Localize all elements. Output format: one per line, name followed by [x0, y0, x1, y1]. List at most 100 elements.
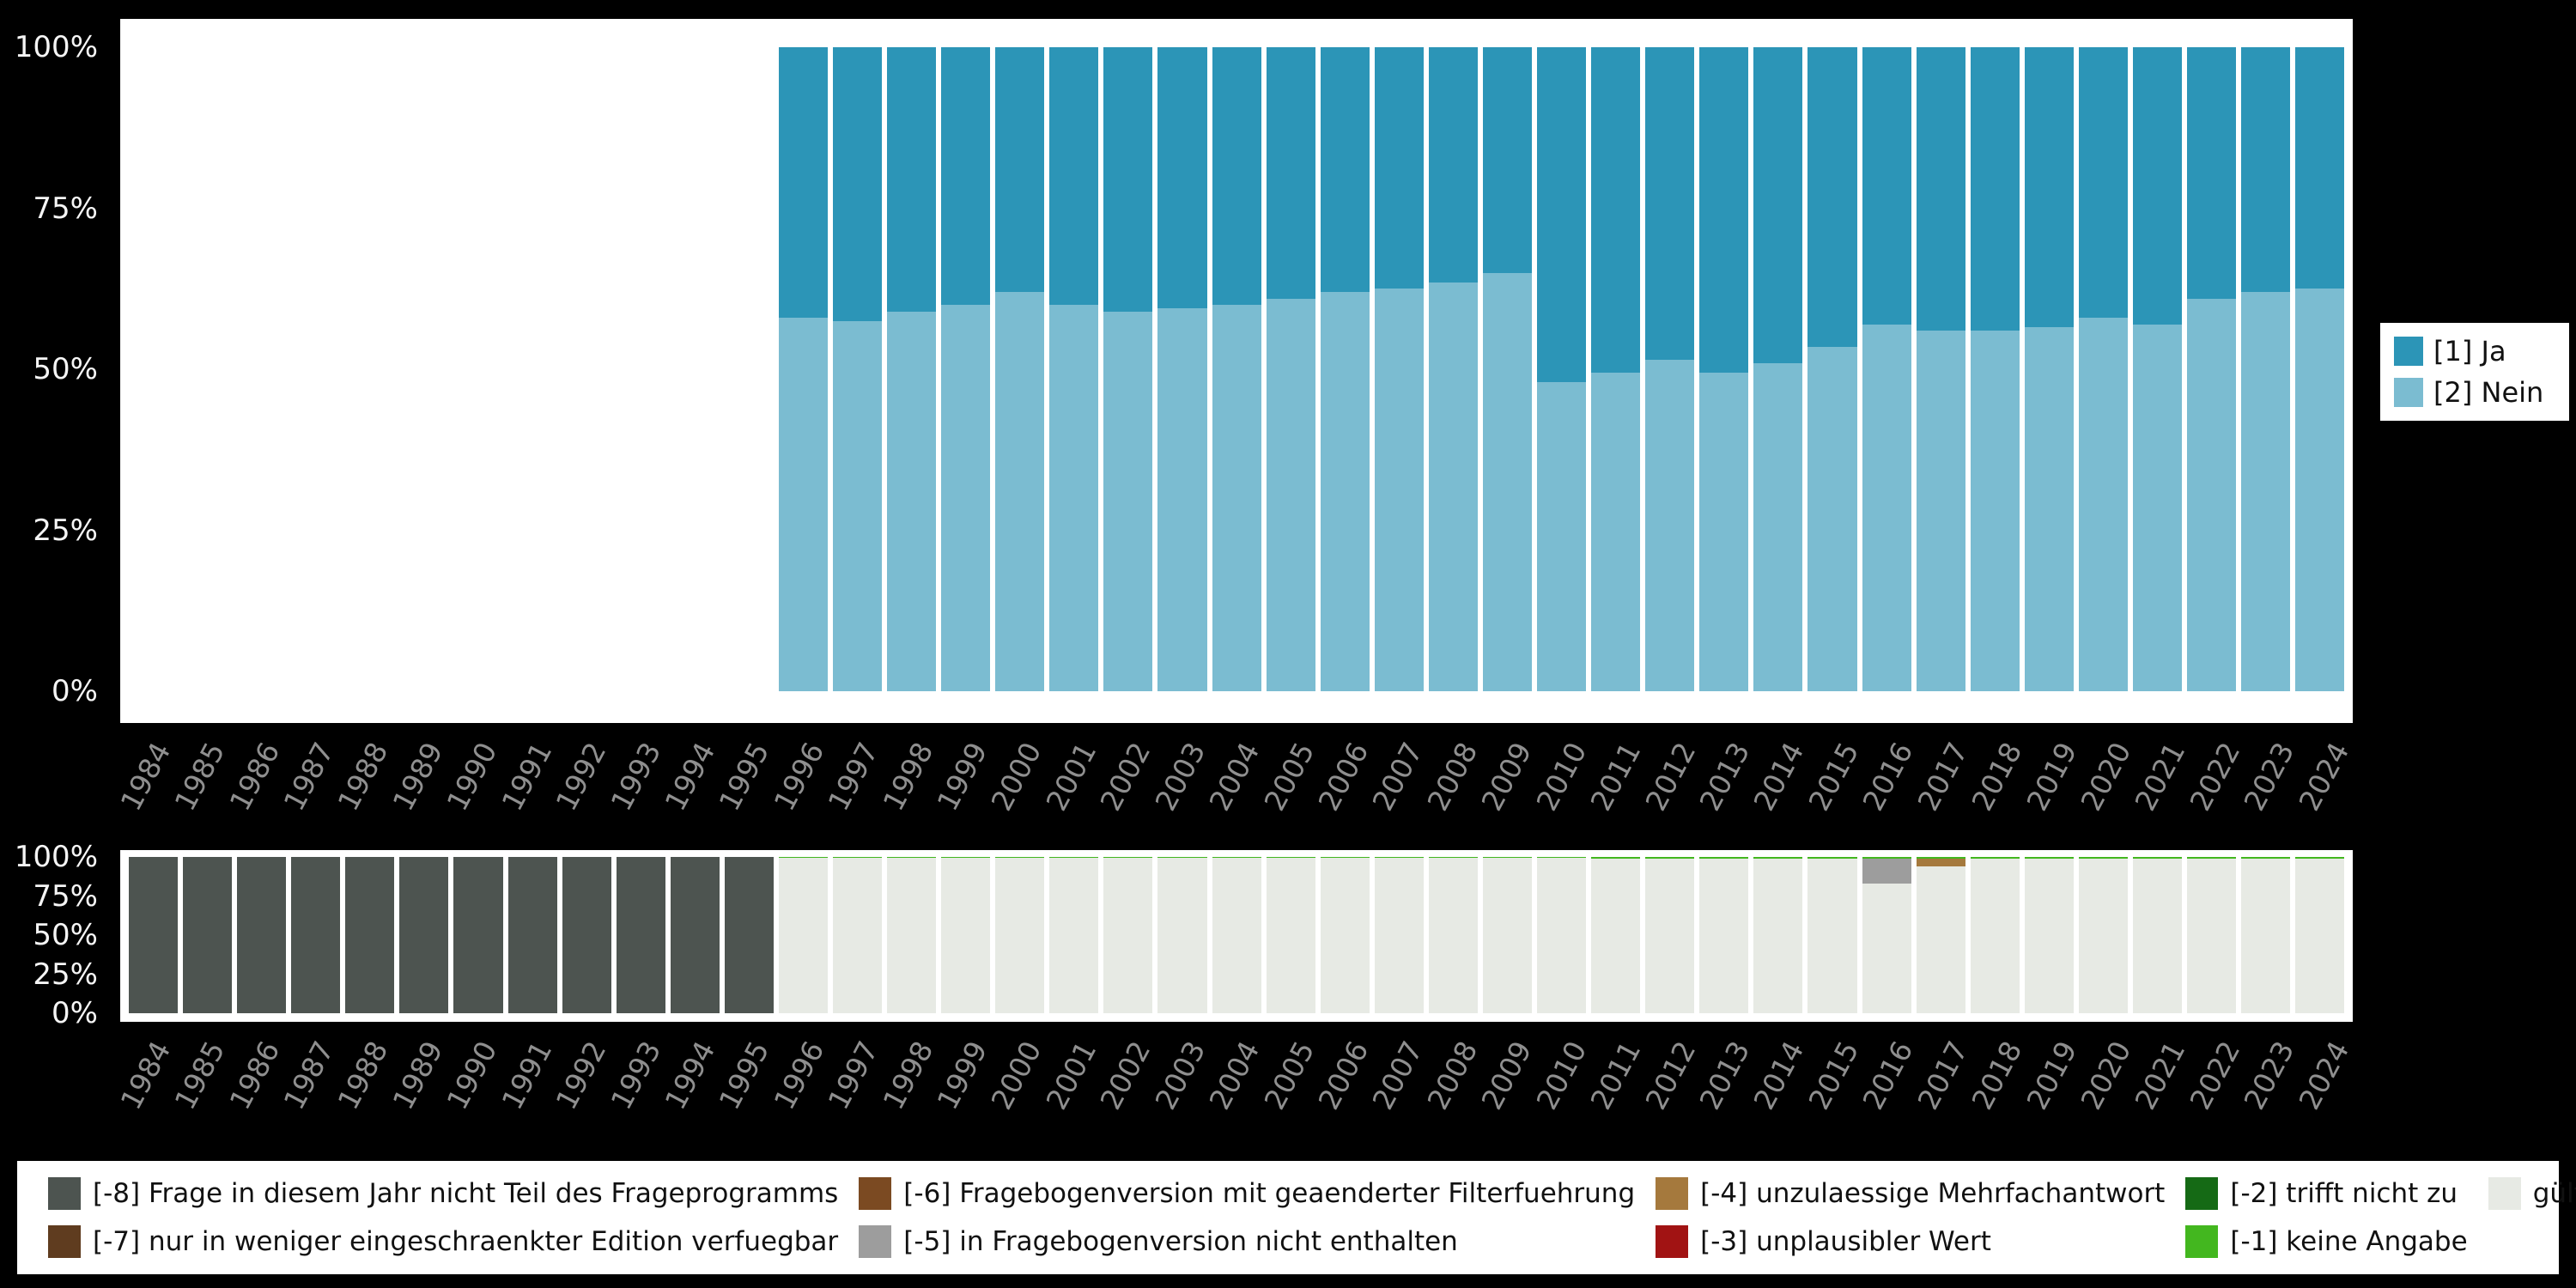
- bar-2008[interactable]: [1428, 857, 1478, 1013]
- bar-1984[interactable]: [129, 47, 178, 691]
- bar-2010[interactable]: [1537, 857, 1587, 1013]
- bar-2022[interactable]: [2186, 47, 2237, 691]
- bar-1999[interactable]: [941, 47, 991, 691]
- bar-1985[interactable]: [183, 47, 232, 691]
- bar-2004[interactable]: [1212, 47, 1261, 691]
- x-tick-label: 2001: [1039, 737, 1103, 817]
- bar-2017[interactable]: [1916, 47, 1965, 691]
- bar-2005[interactable]: [1266, 47, 1315, 691]
- x-tick: 2018: [1965, 730, 2029, 859]
- bar-2018[interactable]: [1970, 857, 2020, 1013]
- bar-1986[interactable]: [237, 857, 287, 1013]
- bar-1984[interactable]: [129, 857, 179, 1013]
- bar-1987[interactable]: [291, 857, 341, 1013]
- bar-2019[interactable]: [2024, 47, 2074, 691]
- bar-1998[interactable]: [887, 47, 937, 691]
- bar-1998[interactable]: [887, 857, 937, 1013]
- bar-2014[interactable]: [1753, 857, 1803, 1013]
- bar-1986[interactable]: [237, 47, 286, 691]
- bar-1999[interactable]: [941, 857, 991, 1013]
- bar-2009[interactable]: [1482, 47, 1533, 691]
- bar-1990[interactable]: [453, 47, 502, 691]
- bar-2013[interactable]: [1699, 47, 1749, 691]
- bar-1995[interactable]: [725, 47, 774, 691]
- bar-2018[interactable]: [1970, 47, 2020, 691]
- bar-1994[interactable]: [670, 857, 720, 1013]
- bar-2014[interactable]: [1753, 47, 1803, 691]
- bar-2004[interactable]: [1212, 857, 1261, 1013]
- bar-2011[interactable]: [1591, 857, 1641, 1013]
- bar-2011[interactable]: [1591, 47, 1641, 691]
- bar-2020[interactable]: [2078, 47, 2128, 691]
- x-tick: 2002: [1094, 730, 1157, 859]
- bar-2021[interactable]: [2132, 47, 2182, 691]
- bar-2006[interactable]: [1320, 857, 1370, 1013]
- bar-1994[interactable]: [671, 47, 720, 691]
- bar-2019[interactable]: [2024, 857, 2074, 1013]
- bar-1988[interactable]: [345, 857, 395, 1013]
- x-tick-label: 1984: [113, 737, 178, 817]
- bar-2022[interactable]: [2186, 857, 2237, 1013]
- bar-segment: [1591, 858, 1641, 1013]
- x-tick-label: 2002: [1093, 737, 1157, 817]
- bar-1991[interactable]: [507, 857, 557, 1013]
- bar-2002[interactable]: [1103, 47, 1153, 691]
- bar-segment: [1103, 857, 1153, 1013]
- bar-2003[interactable]: [1157, 47, 1207, 691]
- bar-1987[interactable]: [291, 47, 340, 691]
- bar-2001[interactable]: [1049, 857, 1099, 1013]
- bar-2002[interactable]: [1103, 857, 1153, 1013]
- bar-2023[interactable]: [2241, 47, 2291, 691]
- bar-2024[interactable]: [2295, 47, 2345, 691]
- x-tick: 2018: [1965, 1029, 2029, 1157]
- bar-2015[interactable]: [1807, 857, 1857, 1013]
- x-tick-label: 2014: [1747, 1036, 1811, 1115]
- bar-1997[interactable]: [833, 47, 883, 691]
- bar-segment: [1591, 47, 1641, 373]
- bar-1991[interactable]: [508, 47, 557, 691]
- bar-2017[interactable]: [1916, 857, 1965, 1013]
- bar-2003[interactable]: [1157, 857, 1207, 1013]
- bar-segment: [2078, 47, 2128, 318]
- bar-2016[interactable]: [1862, 47, 1911, 691]
- bar-1995[interactable]: [724, 857, 774, 1013]
- bar-2024[interactable]: [2295, 857, 2345, 1013]
- bar-2005[interactable]: [1266, 857, 1315, 1013]
- bar-segment: [1320, 292, 1370, 691]
- bar-2016[interactable]: [1862, 857, 1911, 1013]
- bar-2013[interactable]: [1699, 857, 1749, 1013]
- bar-2012[interactable]: [1645, 857, 1695, 1013]
- bar-2020[interactable]: [2078, 857, 2128, 1013]
- bar-1996[interactable]: [778, 47, 829, 691]
- bar-2000[interactable]: [995, 47, 1045, 691]
- x-tick-label: 2022: [2183, 1036, 2247, 1115]
- bar-1996[interactable]: [778, 857, 829, 1013]
- bar-1992[interactable]: [562, 47, 611, 691]
- bar-2021[interactable]: [2132, 857, 2182, 1013]
- bar-2007[interactable]: [1374, 47, 1424, 691]
- bar-2008[interactable]: [1428, 47, 1478, 691]
- bar-2006[interactable]: [1320, 47, 1370, 691]
- bar-2010[interactable]: [1537, 47, 1587, 691]
- bar-2000[interactable]: [995, 857, 1045, 1013]
- bar-segment: [1807, 857, 1857, 859]
- bar-segment: [1103, 857, 1153, 858]
- bar-1993[interactable]: [617, 47, 665, 691]
- bar-1993[interactable]: [616, 857, 665, 1013]
- bar-2015[interactable]: [1807, 47, 1857, 691]
- y-tick-label: 25%: [33, 513, 98, 548]
- bar-2007[interactable]: [1374, 857, 1424, 1013]
- y-tick-label: 100%: [14, 840, 98, 874]
- bar-2001[interactable]: [1049, 47, 1099, 691]
- bar-2012[interactable]: [1645, 47, 1695, 691]
- bar-segment: [1482, 47, 1533, 273]
- bar-2023[interactable]: [2241, 857, 2291, 1013]
- bar-1997[interactable]: [833, 857, 883, 1013]
- bar-1992[interactable]: [562, 857, 611, 1013]
- bar-1989[interactable]: [399, 47, 448, 691]
- bar-1988[interactable]: [345, 47, 394, 691]
- bar-1990[interactable]: [453, 857, 503, 1013]
- bar-2009[interactable]: [1482, 857, 1533, 1013]
- bar-1989[interactable]: [399, 857, 449, 1013]
- bar-1985[interactable]: [183, 857, 233, 1013]
